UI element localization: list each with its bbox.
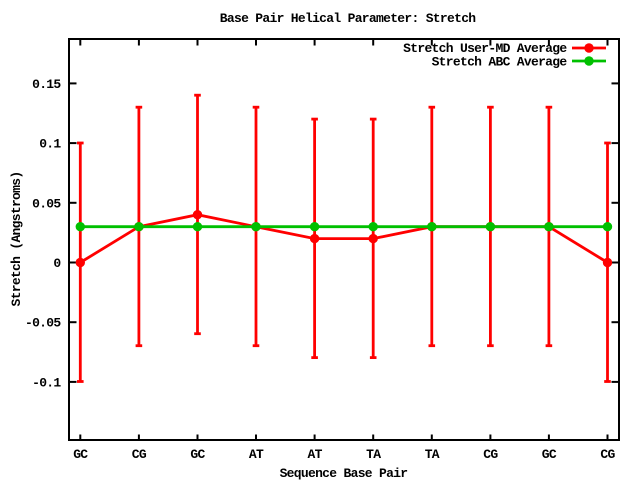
svg-text:CG: CG: [600, 447, 615, 462]
svg-text:AT: AT: [249, 447, 264, 462]
svg-text:TA: TA: [425, 447, 440, 462]
svg-text:Stretch User-MD Average: Stretch User-MD Average: [403, 41, 567, 56]
svg-text:0.15: 0.15: [32, 77, 61, 92]
svg-text:0.05: 0.05: [32, 196, 61, 211]
svg-text:Stretch (Angstroms): Stretch (Angstroms): [9, 172, 24, 307]
svg-text:0.1: 0.1: [39, 137, 61, 152]
svg-text:-0.05: -0.05: [25, 316, 61, 331]
svg-text:-0.1: -0.1: [32, 375, 61, 390]
svg-text:CG: CG: [483, 447, 498, 462]
svg-text:Base Pair Helical Parameter: S: Base Pair Helical Parameter: Stretch: [220, 11, 477, 26]
svg-text:CG: CG: [132, 447, 147, 462]
svg-text:TA: TA: [366, 447, 381, 462]
svg-text:GC: GC: [542, 447, 557, 462]
svg-text:GC: GC: [190, 447, 205, 462]
svg-text:GC: GC: [73, 447, 88, 462]
svg-text:Stretch ABC Average: Stretch ABC Average: [432, 55, 568, 70]
svg-text:Sequence Base Pair: Sequence Base Pair: [280, 466, 408, 480]
svg-text:AT: AT: [307, 447, 322, 462]
svg-text:0: 0: [53, 256, 61, 271]
